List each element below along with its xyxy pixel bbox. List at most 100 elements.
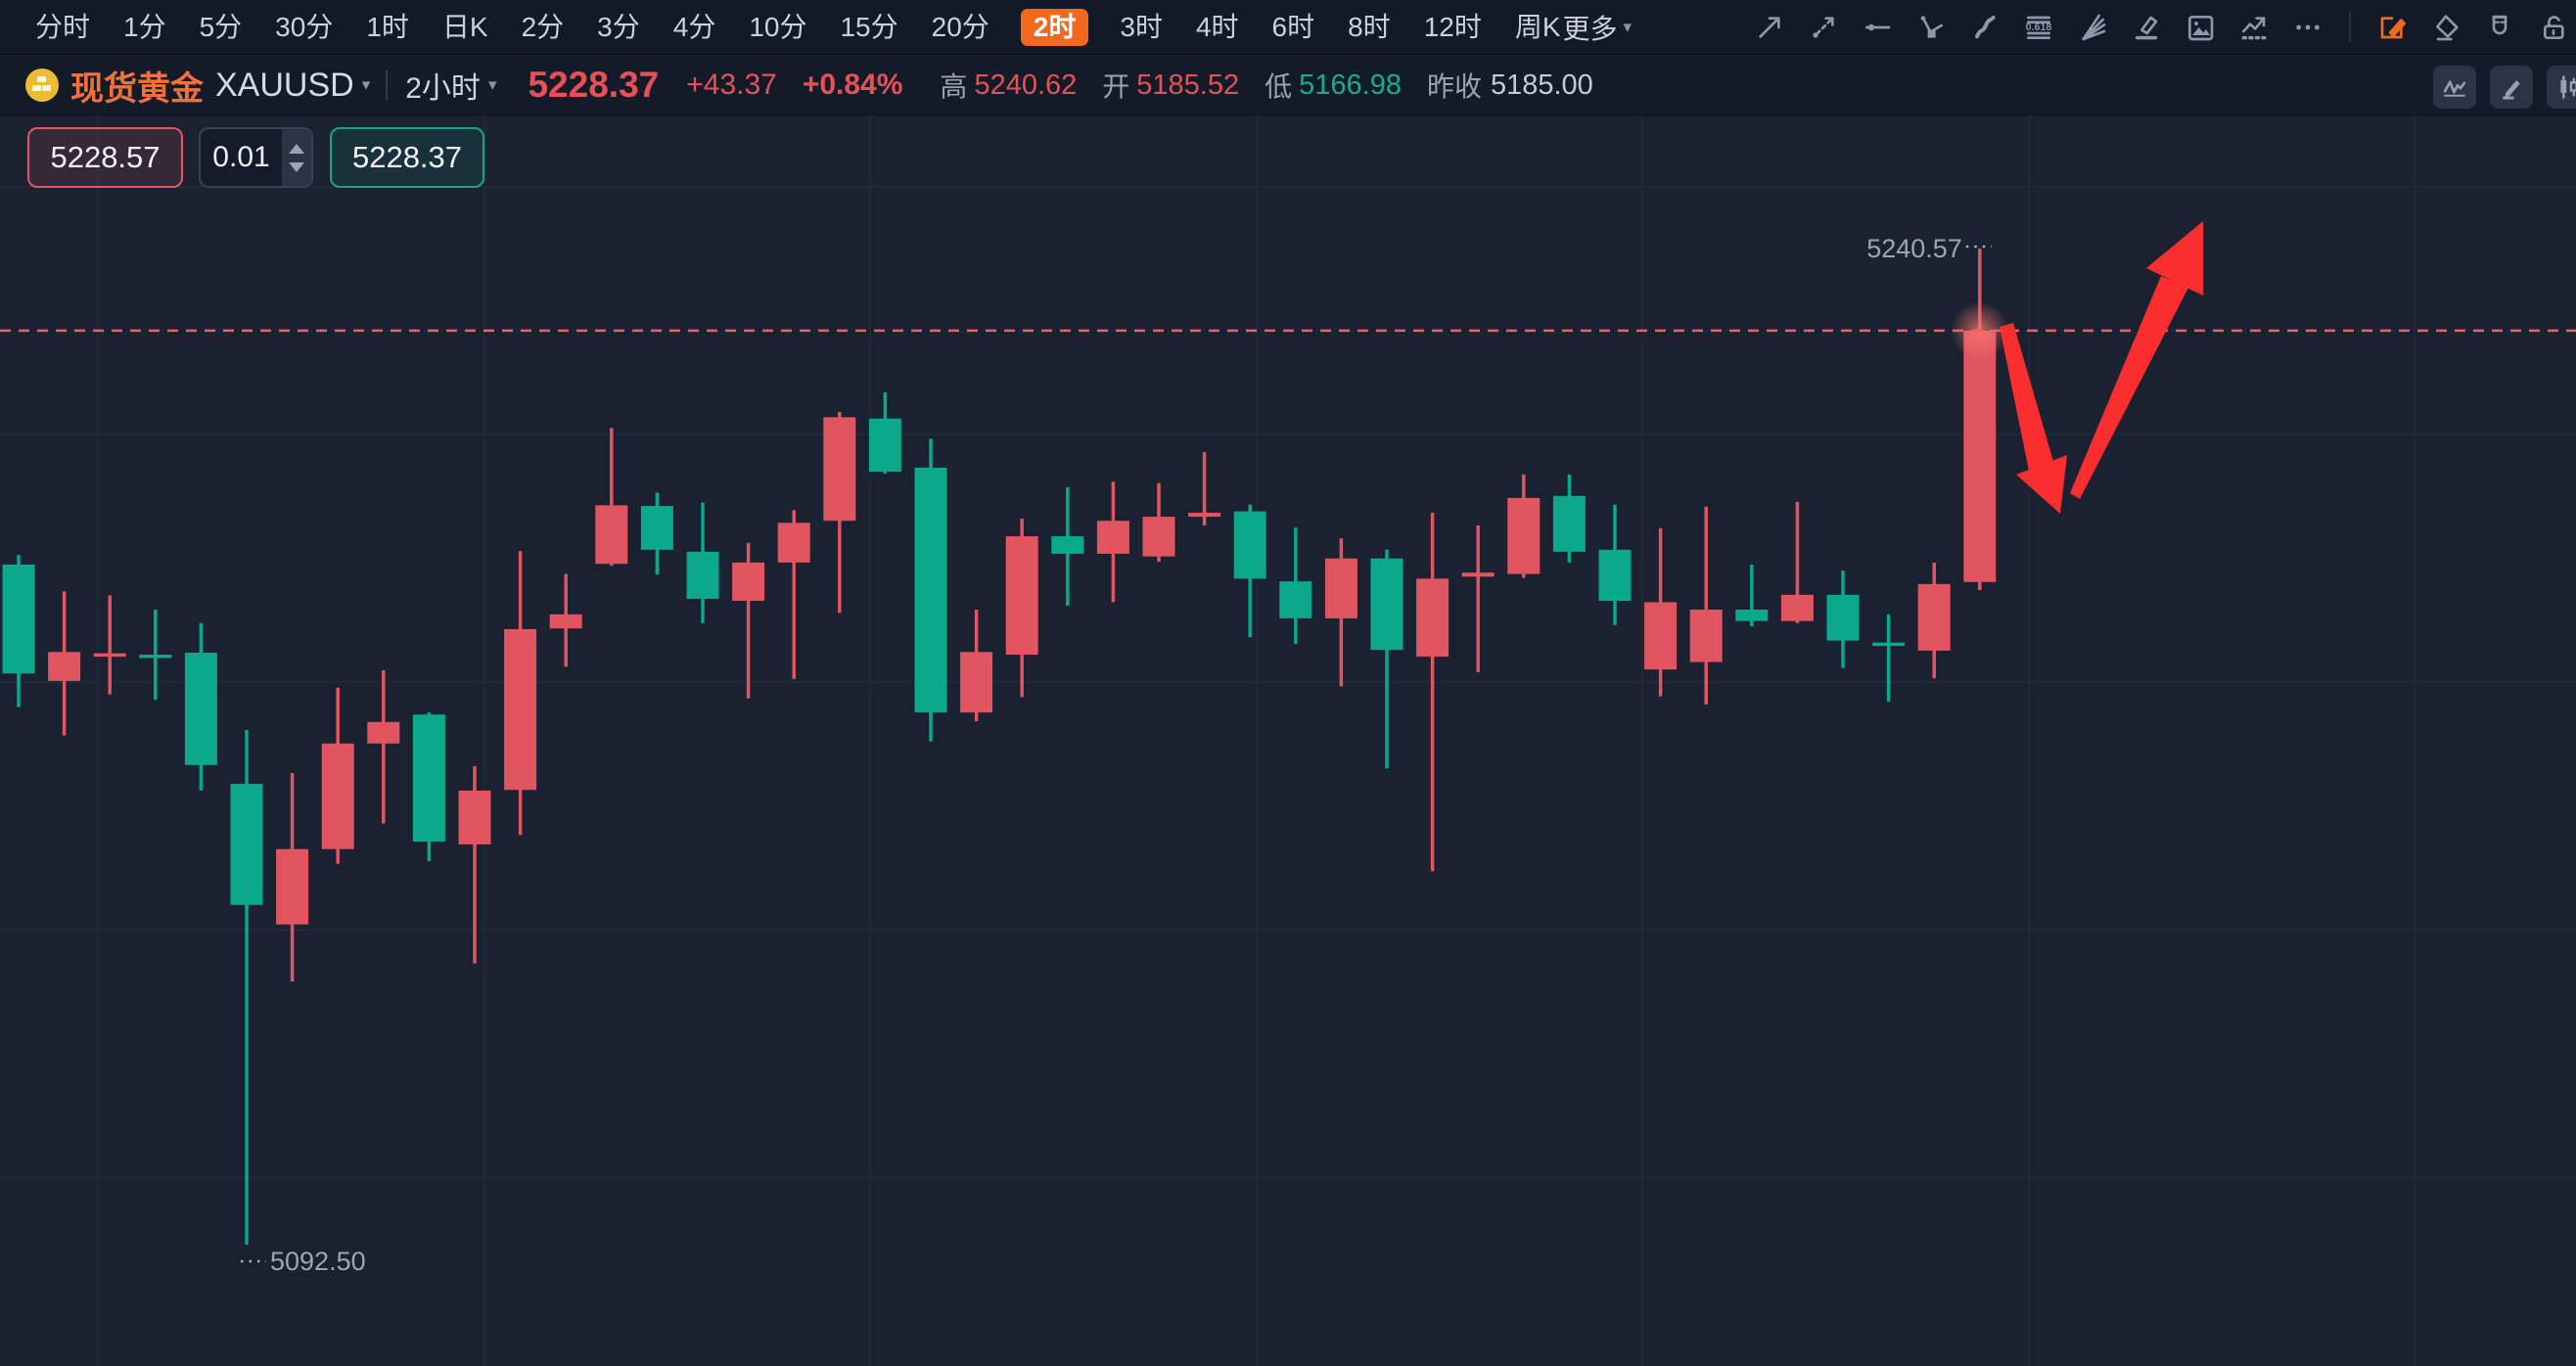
tab-10分[interactable]: 10分 — [749, 11, 807, 42]
draw-mode-icon[interactable] — [2375, 11, 2409, 44]
tab-3分[interactable]: 3分 — [597, 11, 640, 42]
tab-8时[interactable]: 8时 — [1348, 11, 1391, 42]
interval-selector[interactable]: 2小时 — [405, 72, 481, 105]
candle-body — [1598, 549, 1632, 602]
candle-body — [960, 652, 993, 713]
price-change: +43.37 — [686, 68, 777, 101]
candle-body — [139, 655, 172, 659]
tab-分时[interactable]: 分时 — [35, 11, 91, 42]
tab-5分[interactable]: 5分 — [199, 11, 243, 42]
horizontal-line-icon[interactable] — [1861, 11, 1894, 44]
symbol-name[interactable]: 现货黄金 — [70, 69, 204, 108]
tab-日K[interactable]: 日K — [441, 11, 488, 42]
buy-button[interactable]: 5228.37 — [330, 127, 484, 188]
candle-body — [230, 784, 263, 905]
trend-line-icon[interactable] — [1753, 11, 1786, 44]
candle-body — [1416, 578, 1449, 658]
tab-30分[interactable]: 30分 — [275, 11, 334, 42]
more-tools-icon[interactable] — [2291, 11, 2324, 44]
candle-body — [321, 743, 354, 849]
candle-body — [1005, 536, 1038, 656]
tab-4分[interactable]: 4分 — [672, 11, 716, 42]
high-label: 高 — [940, 71, 968, 102]
candle-body — [1142, 517, 1175, 557]
candle-body — [686, 551, 719, 599]
candle-body — [595, 505, 628, 565]
candle-body — [458, 790, 491, 844]
fibonacci-icon[interactable]: 0.618 — [2022, 11, 2055, 44]
tab-6时[interactable]: 6时 — [1271, 11, 1315, 42]
spinner-up-icon[interactable] — [289, 143, 304, 154]
candle-body — [1279, 581, 1312, 618]
tab-2时[interactable]: 2时 — [1020, 8, 1089, 46]
symbol-info-bar: 现货黄金 XAUUSD ▾ 2小时 ▾ 5228.37 +43.37 +0.84… — [0, 56, 2576, 115]
candle-body — [732, 562, 765, 602]
candle-body — [1735, 609, 1769, 621]
tab-2分[interactable]: 2分 — [521, 11, 565, 42]
tab-more[interactable]: 更多 ▾ — [1563, 8, 1633, 47]
edit-chart-button[interactable] — [2490, 66, 2533, 109]
candle-body — [1963, 330, 1997, 582]
candle-body — [1370, 558, 1403, 651]
day-low: 5166.98 — [1299, 68, 1402, 101]
tab-1分[interactable]: 1分 — [123, 11, 166, 42]
prev-close: 5185.00 — [1490, 68, 1593, 101]
svg-text:0.618: 0.618 — [2026, 22, 2052, 33]
tab-1时[interactable]: 1时 — [366, 11, 409, 42]
chevron-down-icon[interactable]: ▾ — [361, 75, 371, 94]
candle-body — [1233, 511, 1266, 579]
chevron-down-icon: ▾ — [1623, 17, 1633, 36]
candle-body — [1188, 512, 1221, 518]
quantity-value[interactable]: 0.01 — [212, 141, 270, 173]
candle-body — [777, 523, 810, 563]
candle-body — [1507, 497, 1541, 574]
candles — [2, 249, 1997, 1245]
candle-body — [276, 848, 309, 925]
candle-body — [914, 467, 947, 713]
tab-3时[interactable]: 3时 — [1120, 11, 1163, 42]
tab-15分[interactable]: 15分 — [840, 11, 898, 42]
ray-icon[interactable] — [1807, 11, 1840, 44]
candle-body — [1461, 572, 1495, 577]
candle-body — [367, 721, 400, 744]
candle-body — [1780, 594, 1814, 621]
symbol-code[interactable]: XAUUSD — [215, 66, 354, 104]
candle-body — [549, 614, 582, 629]
tab-12时[interactable]: 12时 — [1423, 11, 1482, 42]
chevron-down-icon[interactable]: ▾ — [487, 75, 497, 94]
marker-icon[interactable] — [2130, 11, 2163, 44]
candle-body — [48, 652, 81, 681]
top-toolbar: 分时 1分 5分 30分 1时 日K 2分 3分 4分 10分 15分 20分 2时 3时 4时 6时 8时 12… — [0, 0, 2576, 55]
candlestick-button[interactable] — [2547, 66, 2576, 109]
candle-body — [868, 418, 901, 473]
spinner-down-icon[interactable] — [289, 161, 304, 172]
red-arrow-annotation[interactable] — [2000, 221, 2203, 514]
candle-body — [1872, 642, 1906, 647]
candle-body — [2, 564, 35, 674]
candle-body — [1689, 609, 1723, 662]
lock-icon[interactable] — [2537, 11, 2570, 44]
eraser-icon[interactable] — [2429, 11, 2462, 44]
candle-body — [640, 506, 673, 550]
indicator-icon[interactable] — [2237, 11, 2271, 44]
tab-周K[interactable]: 周K — [1514, 11, 1561, 42]
candle-body — [1917, 583, 1951, 651]
candle-body — [93, 653, 126, 658]
candle-body — [412, 714, 445, 842]
tab-20分[interactable]: 20分 — [931, 11, 989, 42]
sell-button[interactable]: 5228.57 — [27, 127, 183, 188]
divider — [386, 70, 389, 100]
magnet-icon[interactable] — [2483, 11, 2516, 44]
image-icon[interactable] — [2184, 11, 2217, 44]
price-change-percent: +0.84% — [802, 68, 903, 101]
fan-icon[interactable] — [2076, 11, 2109, 44]
toolbar-divider — [2349, 13, 2351, 42]
brush-icon[interactable] — [1968, 11, 2001, 44]
line-chart-button[interactable] — [2433, 66, 2476, 109]
candle-body — [1552, 495, 1586, 552]
day-high: 5240.62 — [974, 68, 1078, 101]
candle-body — [1826, 594, 1860, 641]
tab-4时[interactable]: 4时 — [1195, 11, 1239, 42]
angle-icon[interactable] — [1914, 11, 1948, 44]
